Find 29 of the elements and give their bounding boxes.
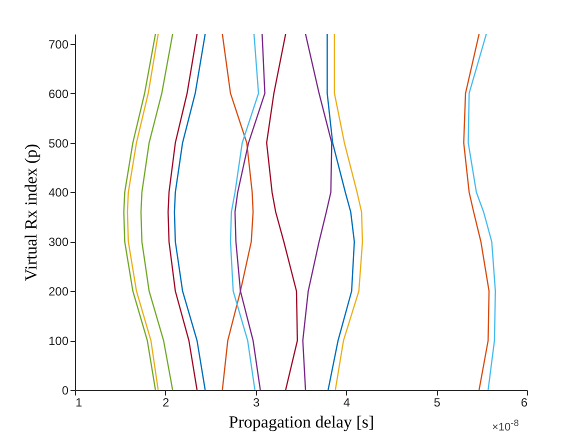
line-series: [463, 34, 490, 390]
x-tick-label: 3: [252, 396, 260, 410]
x-tick-label: 6: [520, 396, 528, 410]
y-tick-label: 500: [48, 136, 69, 150]
line-series: [302, 34, 332, 390]
line-series: [234, 34, 266, 390]
x-tick-label: 2: [162, 396, 170, 410]
y-tick-label: 400: [48, 186, 69, 200]
line-series: [468, 34, 496, 390]
y-tick-label: 0: [62, 384, 69, 398]
x-axis-title: Propagation delay [s]: [228, 412, 374, 432]
x-tick-label: 4: [343, 396, 350, 410]
x-tick-label: 5: [434, 396, 441, 410]
line-series: [326, 34, 355, 390]
line-series: [140, 34, 174, 390]
y-tick-label: 100: [48, 334, 69, 348]
x-tick-label: 1: [76, 396, 82, 410]
y-tick-label: 700: [48, 37, 69, 52]
y-tick-label: 300: [48, 235, 69, 250]
text: ×10$^{-8}$: [492, 418, 519, 434]
line-series: [167, 34, 198, 390]
y-tick-label: 200: [48, 284, 69, 299]
line-series: [174, 34, 206, 390]
line-series: [230, 34, 260, 390]
line-series: [222, 34, 254, 390]
line-series: [334, 34, 364, 390]
y-axis-title: Virtual Rx index (p): [21, 144, 40, 282]
y-tick-label: 600: [48, 86, 69, 101]
line-series: [266, 34, 298, 390]
